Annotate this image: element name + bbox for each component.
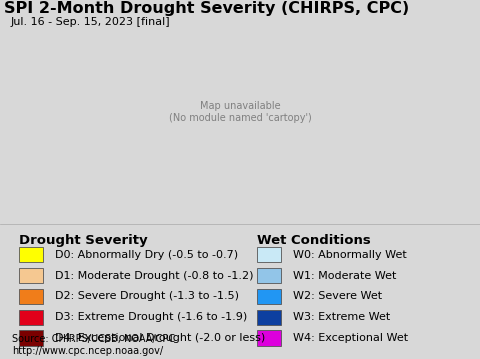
Text: D4: Exceptional Drought (-2.0 or less): D4: Exceptional Drought (-2.0 or less) bbox=[55, 333, 265, 343]
Text: W1: Moderate Wet: W1: Moderate Wet bbox=[293, 271, 396, 280]
FancyBboxPatch shape bbox=[19, 330, 43, 346]
Text: Source: CHIRPS/UCSB, NOAA/CPC: Source: CHIRPS/UCSB, NOAA/CPC bbox=[12, 334, 175, 344]
Text: Drought Severity: Drought Severity bbox=[19, 234, 148, 247]
FancyBboxPatch shape bbox=[257, 309, 281, 325]
Text: SPI 2-Month Drought Severity (CHIRPS, CPC): SPI 2-Month Drought Severity (CHIRPS, CP… bbox=[4, 1, 409, 16]
Text: W2: Severe Wet: W2: Severe Wet bbox=[293, 292, 382, 302]
Text: W4: Exceptional Wet: W4: Exceptional Wet bbox=[293, 333, 408, 343]
Text: W0: Abnormally Wet: W0: Abnormally Wet bbox=[293, 250, 407, 260]
Text: D0: Abnormally Dry (-0.5 to -0.7): D0: Abnormally Dry (-0.5 to -0.7) bbox=[55, 250, 239, 260]
Text: http://www.cpc.ncep.noaa.gov/: http://www.cpc.ncep.noaa.gov/ bbox=[12, 346, 163, 356]
FancyBboxPatch shape bbox=[19, 289, 43, 304]
FancyBboxPatch shape bbox=[19, 247, 43, 262]
FancyBboxPatch shape bbox=[257, 268, 281, 283]
Text: Map unavailable
(No module named 'cartopy'): Map unavailable (No module named 'cartop… bbox=[168, 101, 312, 123]
Text: Jul. 16 - Sep. 15, 2023 [final]: Jul. 16 - Sep. 15, 2023 [final] bbox=[11, 17, 170, 27]
FancyBboxPatch shape bbox=[257, 289, 281, 304]
Text: Wet Conditions: Wet Conditions bbox=[257, 234, 371, 247]
FancyBboxPatch shape bbox=[257, 330, 281, 346]
Text: D1: Moderate Drought (-0.8 to -1.2): D1: Moderate Drought (-0.8 to -1.2) bbox=[55, 271, 254, 280]
FancyBboxPatch shape bbox=[257, 247, 281, 262]
Text: W3: Extreme Wet: W3: Extreme Wet bbox=[293, 312, 390, 322]
FancyBboxPatch shape bbox=[19, 309, 43, 325]
Text: D3: Extreme Drought (-1.6 to -1.9): D3: Extreme Drought (-1.6 to -1.9) bbox=[55, 312, 248, 322]
FancyBboxPatch shape bbox=[19, 268, 43, 283]
Text: D2: Severe Drought (-1.3 to -1.5): D2: Severe Drought (-1.3 to -1.5) bbox=[55, 292, 239, 302]
